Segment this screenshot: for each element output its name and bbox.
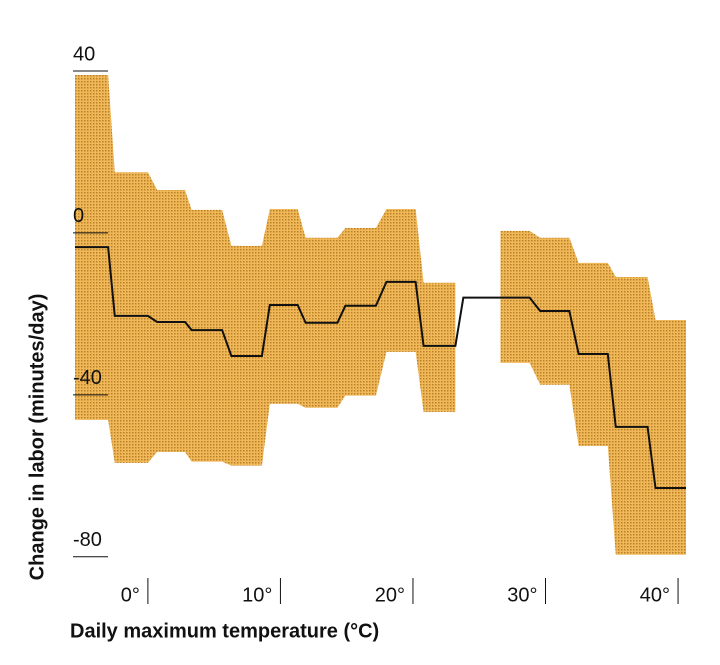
estimate-line	[75, 246, 686, 489]
y-axis-title: Change in labor (minutes/day)	[26, 294, 48, 581]
x-tick-label: 0°	[121, 584, 140, 606]
x-axis-title: Daily maximum temperature (°C)	[70, 620, 379, 642]
y-tick-label: -80	[73, 529, 102, 551]
band-layer	[75, 75, 686, 555]
y-tick-label: 40	[73, 43, 95, 65]
confidence-band	[500, 230, 686, 555]
x-tick-label: 10°	[242, 584, 272, 606]
x-tick-label: 20°	[375, 584, 405, 606]
x-tick-label: 40°	[640, 584, 670, 606]
y-tick-label: 0	[73, 205, 84, 227]
x-tick-label: 30°	[507, 584, 537, 606]
confidence-band	[75, 75, 456, 466]
axis-layer: -80 -40 0 40 0° 10° 20° 30° 40°	[73, 43, 679, 606]
y-tick-label: -40	[73, 367, 102, 389]
line-layer	[75, 246, 686, 489]
